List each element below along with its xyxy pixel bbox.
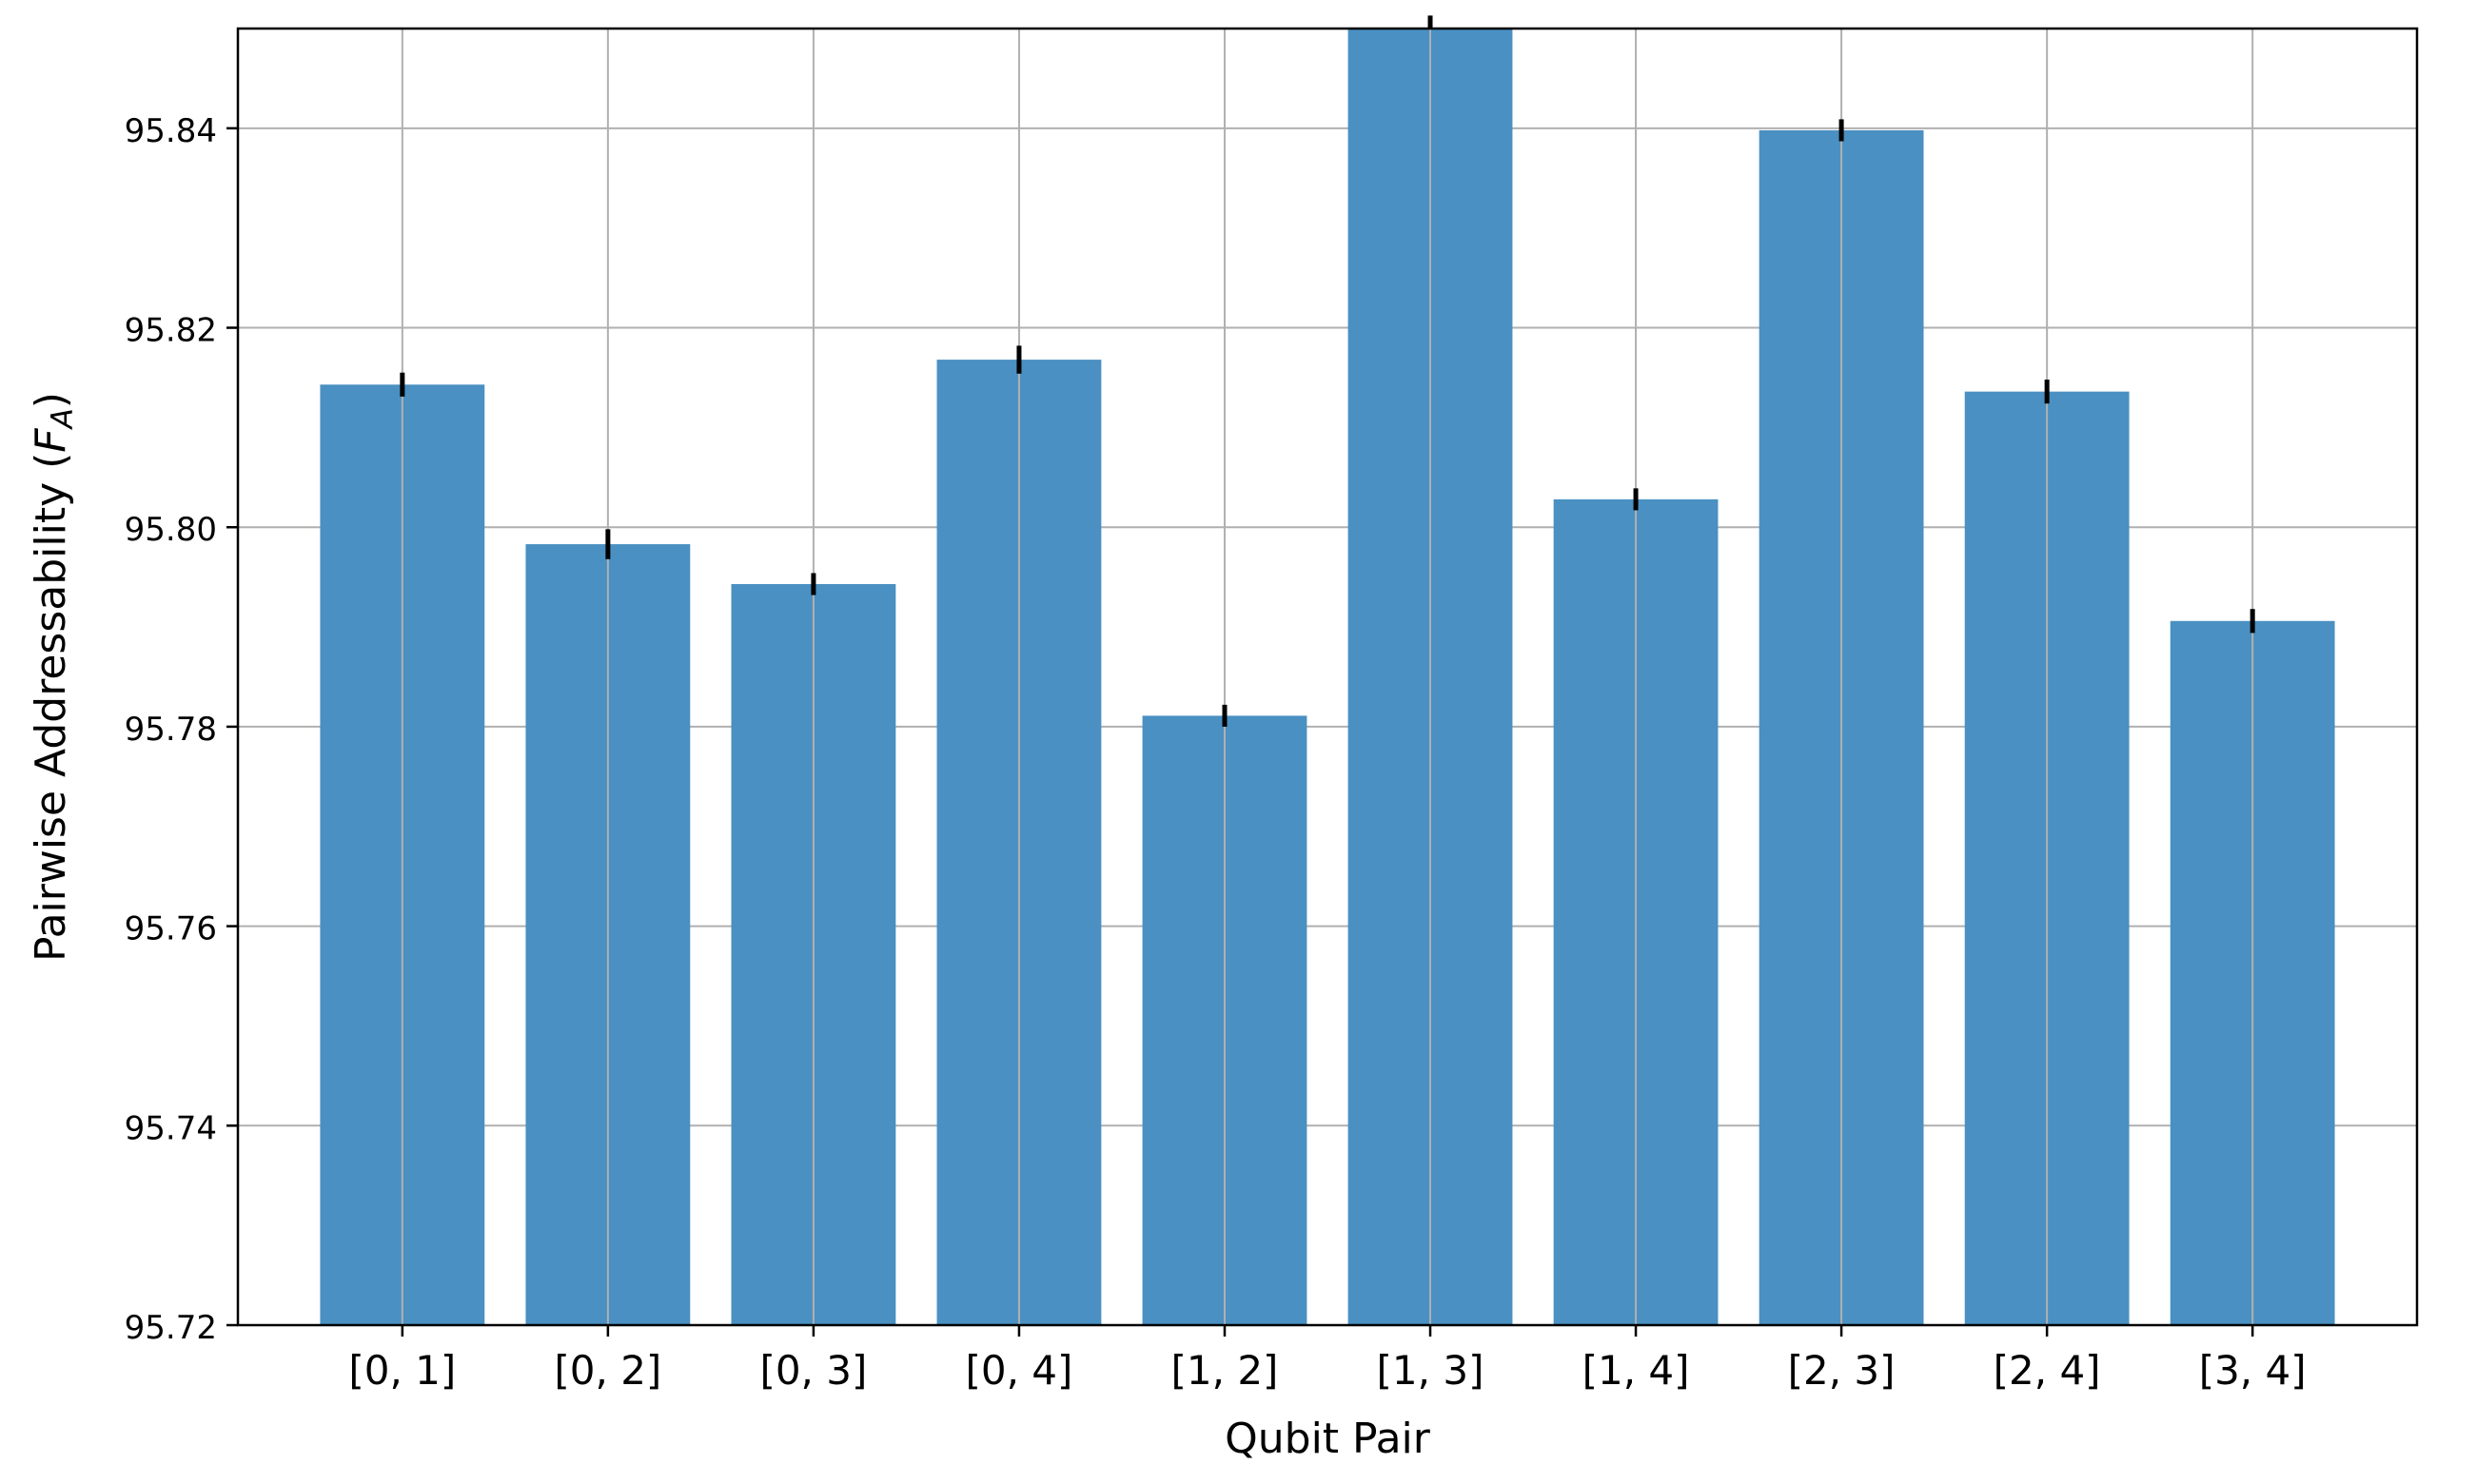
y-tick-label: 95.80 (125, 511, 217, 549)
y-tick-label: 95.76 (125, 910, 217, 948)
x-tick-label: [0, 1] (348, 1347, 456, 1394)
x-tick-label: [0, 2] (554, 1347, 661, 1394)
x-tick-label: [0, 3] (759, 1347, 867, 1394)
y-axis-label-suffix: ) (27, 392, 75, 408)
y-axis-label-symbol: F (27, 428, 75, 453)
y-tick-label: 95.74 (125, 1109, 217, 1147)
x-tick-label: [2, 3] (1788, 1347, 1896, 1394)
y-axis-ticks: 95.72 95.74 95.76 95.78 95.80 95.82 95.84 (125, 112, 238, 1347)
y-tick-label: 95.78 (125, 711, 217, 749)
x-axis-ticks: [0, 1] [0, 2] [0, 3] [0, 4] [1, 2] [1, 3] [1, … (348, 1325, 2307, 1394)
x-tick-label: [0, 4] (965, 1347, 1072, 1394)
y-axis-label-subscript: A (46, 408, 80, 430)
x-axis-label: Qubit Pair (1225, 1415, 1431, 1463)
error-bars (400, 15, 2255, 727)
x-tick-label: [1, 4] (1582, 1347, 1690, 1394)
x-tick-label: [1, 2] (1171, 1347, 1279, 1394)
x-tick-label: [1, 3] (1377, 1347, 1484, 1394)
y-tick-label: 95.72 (125, 1309, 217, 1347)
x-tick-label: [2, 4] (1994, 1347, 2101, 1394)
y-axis-label-text: Pairwise Addressability ( (27, 453, 75, 962)
y-tick-label: 95.84 (125, 112, 217, 150)
y-axis-label: Pairwise Addressability (FA) (27, 392, 80, 962)
plot-frame (236, 27, 2419, 1327)
bars (320, 29, 2335, 1325)
vertical-grid-lines (401, 29, 2254, 1325)
x-tick-label: [3, 4] (2199, 1347, 2307, 1394)
y-tick-label: 95.82 (125, 312, 217, 350)
